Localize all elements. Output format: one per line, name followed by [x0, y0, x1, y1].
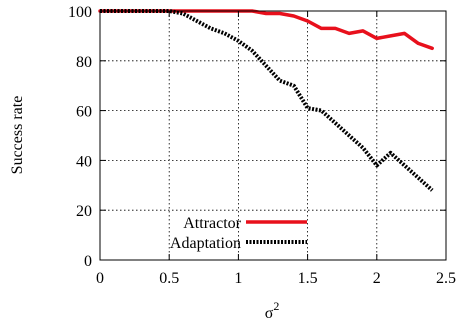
x-axis-title: σ2 [265, 299, 280, 322]
y-tick-label: 40 [76, 153, 92, 170]
x-tick-label: 1 [234, 270, 242, 287]
plot-frame [99, 10, 447, 261]
x-axis-title-base: σ [265, 305, 274, 322]
y-tick-label: 80 [76, 54, 92, 71]
x-axis-title-superscript: 2 [273, 299, 279, 313]
grid-layer [100, 11, 446, 260]
y-tick-label: 60 [76, 104, 92, 121]
x-tick-label: 0 [96, 270, 104, 287]
ticks-layer: 0 0.5 1 1.5 2 2.5 0 20 40 60 80 100 [68, 4, 456, 287]
x-tick-label: 0.5 [159, 270, 179, 287]
legend: Attractor Adaptation [170, 215, 307, 252]
legend-label-attractor: Attractor [183, 215, 241, 232]
series-layer [98, 9, 434, 192]
y-tick-label: 20 [76, 203, 92, 220]
y-axis-title: Success rate [9, 96, 26, 175]
x-tick-label: 1.5 [298, 270, 318, 287]
x-tick-label: 2 [373, 270, 381, 287]
series-line-adaptation [100, 9, 434, 192]
y-tick-label: 100 [68, 4, 92, 21]
x-tick-label: 2.5 [436, 270, 456, 287]
series-line-attractor [98, 9, 434, 51]
y-tick-label: 0 [84, 253, 92, 270]
legend-label-adaptation: Adaptation [170, 235, 241, 252]
